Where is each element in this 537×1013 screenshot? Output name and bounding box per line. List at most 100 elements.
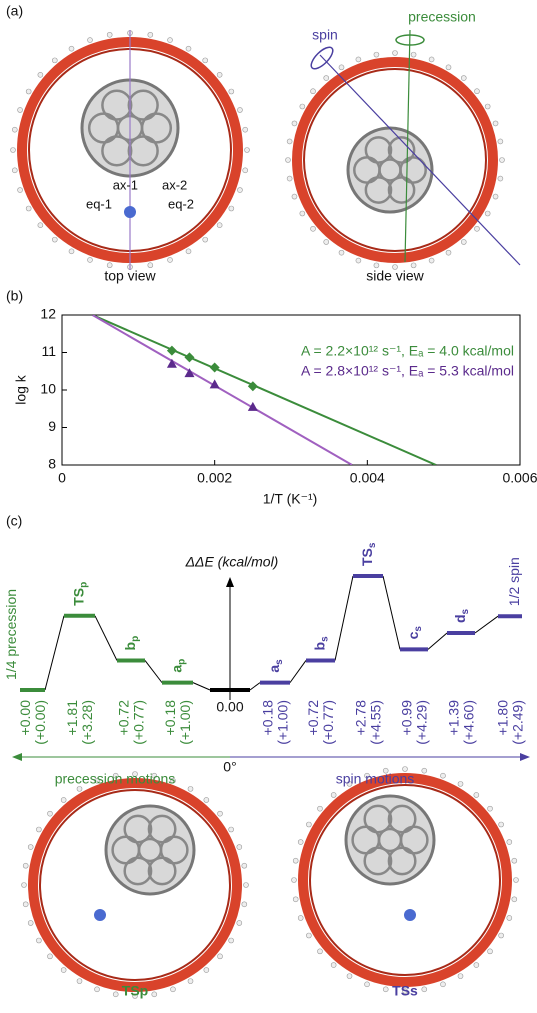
fullerene-ring xyxy=(147,856,177,886)
connector xyxy=(249,682,261,691)
level-name: TSp xyxy=(70,582,89,606)
hydrogen xyxy=(373,51,380,58)
hydrogen xyxy=(228,88,235,95)
value-label-paren: (+1.00) xyxy=(177,700,193,745)
hydrogen xyxy=(297,915,304,921)
hydrogen xyxy=(236,920,243,926)
nitrogen xyxy=(124,206,136,218)
data-point xyxy=(166,358,177,368)
hydrogen xyxy=(27,920,34,926)
hydrogen xyxy=(346,781,353,787)
connector xyxy=(94,615,118,661)
hydrogen xyxy=(506,839,513,845)
hydrogen xyxy=(487,948,493,955)
caption: TSp xyxy=(122,983,148,999)
hydrogen xyxy=(428,56,435,63)
x-tick-label: 0.004 xyxy=(350,470,385,486)
caption: side view xyxy=(366,268,424,284)
arrow-head xyxy=(12,753,22,761)
fullerene xyxy=(346,126,434,214)
hydrogen xyxy=(392,264,398,270)
hydrogen xyxy=(151,772,158,779)
hydrogen xyxy=(185,248,192,255)
nanoring-inner xyxy=(39,789,231,981)
fullerene-ring xyxy=(147,814,177,844)
level-name: 1/4 precession xyxy=(3,589,19,680)
fullerene-ring xyxy=(387,804,417,834)
level-name-main: 1/2 spin xyxy=(506,557,522,606)
hydrogen xyxy=(346,973,353,979)
level-name-sub: p xyxy=(78,582,89,588)
hydrogen xyxy=(292,857,299,864)
value-label-paren: (+0.77) xyxy=(131,700,147,745)
data-point xyxy=(209,379,220,389)
y-tick-label: 10 xyxy=(40,381,56,397)
value-label: +1.80 xyxy=(495,700,511,736)
connector xyxy=(192,682,211,691)
hydrogen xyxy=(167,257,173,263)
level-name-sub: p xyxy=(130,636,141,642)
hydrogen xyxy=(51,236,58,243)
y-tick-label: 11 xyxy=(41,343,56,359)
hydrogen xyxy=(511,896,518,903)
level-name: cs xyxy=(405,626,424,640)
hydrogen xyxy=(317,948,323,955)
level-name-main: d xyxy=(452,614,468,623)
hydrogen xyxy=(440,772,446,779)
connector xyxy=(334,575,354,661)
caption: top view xyxy=(104,268,156,284)
level-name-main: b xyxy=(122,642,138,651)
hydrogen xyxy=(203,797,210,803)
y-axis-label: log k xyxy=(13,374,29,405)
hydrogen xyxy=(241,862,248,869)
hydrogen xyxy=(47,953,53,960)
hydrogen xyxy=(445,249,452,256)
fullerene-ring xyxy=(123,814,153,844)
legend-entry: A = 2.2×10¹² s⁻¹, Eₐ = 4.0 kcal/mol xyxy=(301,343,514,359)
precession-label: precession xyxy=(408,9,476,25)
fullerene-ring xyxy=(364,136,393,164)
hydrogen xyxy=(460,75,467,81)
hydrogen xyxy=(106,31,113,38)
value-label-paren: (+0.00) xyxy=(32,700,48,745)
arrow-head xyxy=(226,577,234,587)
connector xyxy=(382,575,401,650)
hydrogen xyxy=(497,138,504,145)
value-label: +1.81 xyxy=(64,700,80,736)
hydrogen xyxy=(17,107,23,113)
value-label: +0.18 xyxy=(260,700,276,736)
data-point xyxy=(209,362,220,373)
hydrogen xyxy=(187,786,194,792)
hydrogen xyxy=(237,187,243,193)
hydrogen xyxy=(216,71,223,78)
y-tick-label: 8 xyxy=(48,456,56,472)
hydrogen xyxy=(402,766,408,772)
hydrogen xyxy=(21,882,27,888)
hydrogen xyxy=(410,262,417,269)
hydrogen xyxy=(291,120,298,127)
hydrogen xyxy=(11,167,18,174)
hydrogen xyxy=(473,792,480,798)
hydrogen xyxy=(460,239,467,245)
hydrogen xyxy=(338,249,345,256)
connector xyxy=(44,615,65,691)
hydrogen xyxy=(203,967,210,973)
hydrogen xyxy=(286,175,293,182)
hydrogen xyxy=(167,37,173,43)
hydrogen xyxy=(216,222,223,229)
hydrogen xyxy=(237,107,243,113)
nanoring-inner xyxy=(309,784,501,976)
value-label-paren: (+4.55) xyxy=(368,700,384,745)
hydrogen xyxy=(285,157,291,163)
hydrogen xyxy=(202,236,209,243)
hydrogen xyxy=(497,175,504,182)
hydrogen xyxy=(382,767,389,774)
x-tick-label: 0.006 xyxy=(502,470,537,486)
fit-line xyxy=(92,315,437,465)
hydrogen xyxy=(242,126,249,133)
level-name: bs xyxy=(311,636,330,651)
hydrogen xyxy=(330,962,337,968)
fit-line xyxy=(92,315,353,465)
hydrogen xyxy=(286,138,293,145)
hydrogen xyxy=(474,88,480,95)
